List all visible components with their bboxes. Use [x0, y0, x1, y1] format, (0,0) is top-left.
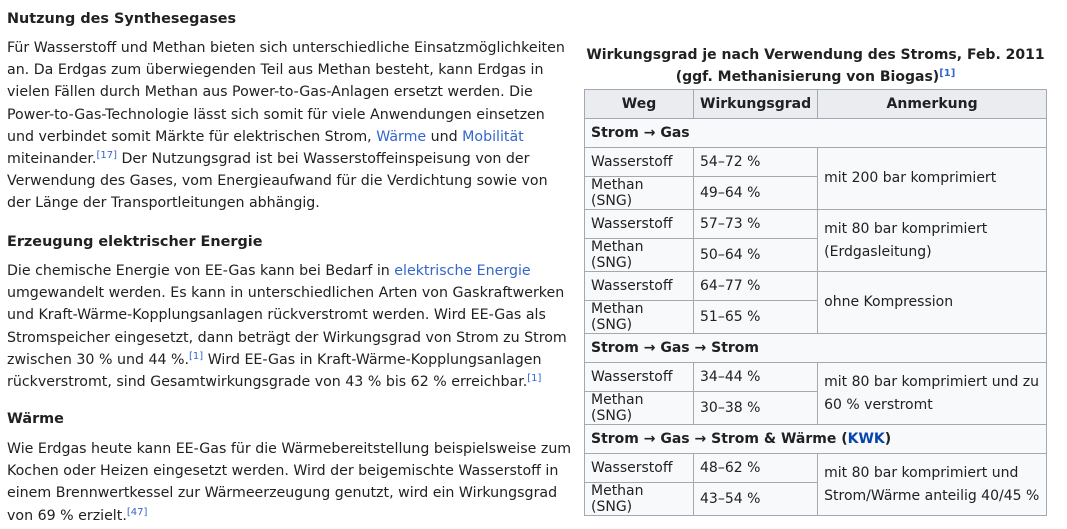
- cell-wirkungsgrad: 54–72 %: [692, 147, 819, 177]
- cell-weg: Wasserstoff: [584, 209, 694, 239]
- link-elektrische-energie[interactable]: elektrische Energie: [394, 263, 531, 279]
- cell-wirkungsgrad: 51–65 %: [692, 300, 819, 334]
- group-text: ): [884, 431, 892, 447]
- reference-47[interactable]: [47]: [126, 506, 148, 518]
- table-row: Wasserstoff 34–44 % mit 80 bar komprimie…: [584, 362, 1047, 425]
- text-run: und: [426, 128, 463, 145]
- cell-weg: Methan (SNG): [584, 391, 694, 425]
- reference-1[interactable]: [1]: [189, 350, 204, 362]
- cell-weg: Methan (SNG): [584, 176, 694, 210]
- table-caption: Wirkungsgrad je nach Verwendung des Stro…: [584, 44, 1047, 88]
- cell-wirkungsgrad: 50–64 %: [692, 238, 819, 272]
- cell-wirkungsgrad: 43–54 %: [692, 482, 819, 516]
- text-run: miteinander.: [7, 151, 97, 168]
- cell-wirkungsgrad: 57–73 %: [692, 209, 819, 239]
- table-row: Wasserstoff 54–72 % mit 200 bar komprimi…: [584, 147, 1047, 210]
- cell-wirkungsgrad: 64–77 %: [692, 271, 819, 301]
- cell-anmerkung: mit 80 bar komprimiert (Erdgasleitung): [817, 209, 1047, 272]
- cell-anmerkung: mit 80 bar komprimiert und zu 60 % verst…: [817, 362, 1047, 425]
- section-heading-erzeugung: Erzeugung elektrischer Energie: [7, 234, 263, 250]
- group-row: Strom → Gas → Strom: [584, 333, 1047, 363]
- paragraph-erzeugung: Die chemische Energie von EE-Gas kann be…: [7, 260, 575, 393]
- cell-weg: Wasserstoff: [584, 362, 694, 392]
- group-strom-gas-strom: Strom → Gas → Strom: [584, 333, 1047, 363]
- paragraph-waerme: Wie Erdgas heute kann EE-Gas für die Wär…: [7, 438, 575, 527]
- reference-1[interactable]: [1]: [939, 68, 956, 79]
- table-row: Methan (SNG) 43–54 %: [584, 482, 1047, 516]
- section-heading-waerme: Wärme: [7, 411, 64, 427]
- cell-anmerkung: mit 200 bar komprimiert: [817, 147, 1047, 210]
- text-run: umgewandelt werden. Es kann in unterschi…: [7, 285, 567, 368]
- section-heading-nutzung: Nutzung des Synthesegases: [7, 11, 237, 27]
- link-waerme[interactable]: Wärme: [376, 128, 427, 145]
- reference-17[interactable]: [17]: [96, 150, 117, 162]
- cell-weg: Wasserstoff: [584, 147, 694, 177]
- efficiency-table-box: Wirkungsgrad je nach Verwendung des Stro…: [584, 44, 1047, 516]
- cell-wirkungsgrad: 30–38 %: [692, 391, 819, 425]
- link-mobilitaet[interactable]: Mobilität: [462, 128, 524, 145]
- link-kwk[interactable]: KWK: [847, 431, 885, 447]
- cell-wirkungsgrad: 49–64 %: [692, 176, 819, 210]
- group-strom-gas-strom-waerme: Strom → Gas → Strom & Wärme (KWK): [584, 424, 1047, 454]
- cell-weg: Methan (SNG): [584, 238, 694, 272]
- efficiency-table: Weg Wirkungsgrad Anmerkung Strom → Gas W…: [584, 89, 1047, 516]
- cell-weg: Methan (SNG): [584, 300, 694, 334]
- group-text: Strom → Gas → Strom & Wärme (: [591, 431, 848, 447]
- text-run: Die chemische Energie von EE-Gas kann be…: [7, 263, 395, 279]
- cell-anmerkung: mit 80 bar komprimiert und Strom/Wärme a…: [817, 453, 1047, 516]
- table-row: Wasserstoff 57–73 % mit 80 bar komprimie…: [584, 209, 1047, 272]
- cell-weg: Methan (SNG): [584, 482, 694, 516]
- table-row: Wasserstoff 48–62 % mit 80 bar komprimie…: [584, 453, 1047, 516]
- cell-weg: Wasserstoff: [584, 271, 694, 301]
- table-row: Methan (SNG) 30–38 %: [584, 391, 1047, 425]
- header-anmerkung: Anmerkung: [817, 89, 1047, 119]
- group-row: Strom → Gas: [584, 118, 1047, 148]
- cell-wirkungsgrad: 48–62 %: [692, 453, 819, 483]
- reference-1[interactable]: [1]: [527, 373, 542, 385]
- group-strom-gas: Strom → Gas: [584, 118, 1047, 148]
- cell-wirkungsgrad: 34–44 %: [692, 362, 819, 392]
- group-row: Strom → Gas → Strom & Wärme (KWK): [584, 424, 1047, 454]
- text-run: Wird EE-Gas in Kraft-Wärme-Kopplungsanla…: [7, 351, 542, 391]
- text-run: Wie Erdgas heute kann EE-Gas für die Wär…: [7, 441, 572, 524]
- cell-anmerkung: ohne Kompression: [817, 271, 1047, 334]
- text-run: Für Wasserstoff und Methan bieten sich u…: [7, 40, 565, 145]
- table-row: Methan (SNG) 49–64 %: [584, 176, 1047, 210]
- header-wirkungsgrad: Wirkungsgrad: [692, 89, 819, 119]
- cell-weg: Wasserstoff: [584, 453, 694, 483]
- table-header-row: Weg Wirkungsgrad Anmerkung: [584, 89, 1047, 119]
- paragraph-nutzung: Für Wasserstoff und Methan bieten sich u…: [7, 37, 575, 215]
- caption-text: Wirkungsgrad je nach Verwendung des Stro…: [586, 47, 1045, 85]
- table-row: Methan (SNG) 50–64 %: [584, 238, 1047, 272]
- table-row: Wasserstoff 64–77 % ohne Kompression: [584, 271, 1047, 334]
- text-run: Der Nutzungsgrad ist bei Wasserstoffeins…: [7, 151, 548, 212]
- header-weg: Weg: [584, 89, 694, 119]
